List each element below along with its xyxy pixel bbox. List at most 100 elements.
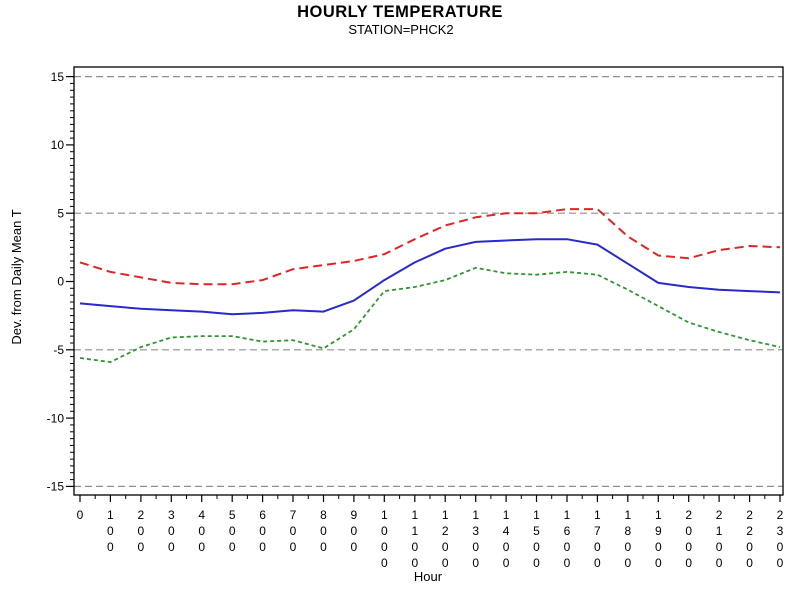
x-tick-label-2000: 2 — [685, 508, 692, 522]
x-tick-label-1900: 0 — [655, 556, 662, 570]
x-tick-label-1400: 4 — [503, 524, 510, 538]
y-tick-label-0: 0 — [57, 275, 64, 289]
x-tick-label-900: 0 — [351, 524, 358, 538]
x-tick-label-300: 0 — [168, 540, 175, 554]
x-tick-label-0: 0 — [77, 508, 84, 522]
x-tick-label-1800: 8 — [624, 524, 631, 538]
x-tick-label-1200: 0 — [442, 540, 449, 554]
x-tick-label-1100: 1 — [411, 524, 418, 538]
series-mean-deviation — [79, 238, 781, 316]
x-tick-label-1600: 0 — [564, 540, 571, 554]
x-tick-label-2200: 2 — [746, 524, 753, 538]
x-tick-label-200: 2 — [138, 508, 145, 522]
y-tick-label--5: -5 — [53, 343, 64, 357]
x-tick-label-1700: 0 — [594, 556, 601, 570]
y-tick-label-15: 15 — [51, 70, 65, 84]
x-tick-label-1300: 0 — [472, 556, 479, 570]
chart-subtitle: STATION=PHCK2 — [348, 22, 453, 37]
x-tick-label-800: 0 — [320, 524, 327, 538]
x-tick-label-1100: 0 — [411, 556, 418, 570]
x-tick-label-1600: 1 — [564, 508, 571, 522]
x-tick-label-2000: 0 — [685, 540, 692, 554]
x-tick-label-2200: 2 — [746, 508, 753, 522]
x-tick-label-100: 1 — [107, 508, 114, 522]
x-tick-label-1300: 0 — [472, 540, 479, 554]
x-tick-label-1800: 0 — [624, 556, 631, 570]
x-tick-label-100: 0 — [107, 540, 114, 554]
x-tick-label-200: 0 — [138, 540, 145, 554]
x-tick-label-2100: 0 — [716, 556, 723, 570]
x-tick-label-1300: 1 — [472, 508, 479, 522]
x-tick-label-400: 0 — [198, 524, 205, 538]
x-tick-label-1700: 0 — [594, 540, 601, 554]
x-tick-label-2200: 0 — [746, 556, 753, 570]
series-upper-deviation — [79, 208, 781, 286]
x-tick-label-600: 6 — [259, 508, 266, 522]
x-tick-label-700: 0 — [290, 540, 297, 554]
x-tick-label-2300: 2 — [777, 508, 784, 522]
x-tick-label-1700: 1 — [594, 508, 601, 522]
x-tick-label-700: 0 — [290, 524, 297, 538]
x-tick-label-300: 0 — [168, 524, 175, 538]
x-tick-label-400: 4 — [198, 508, 205, 522]
y-tick-label--15: -15 — [47, 480, 65, 494]
x-tick-label-2000: 0 — [685, 524, 692, 538]
chart-title: HOURLY TEMPERATURE — [297, 3, 503, 21]
x-tick-label-2100: 1 — [716, 524, 723, 538]
x-tick-label-1000: 0 — [381, 556, 388, 570]
reference-gridlines — [74, 75, 783, 487]
x-tick-label-1400: 0 — [503, 556, 510, 570]
x-tick-label-1500: 0 — [533, 556, 540, 570]
series-lower-deviation — [79, 266, 781, 364]
x-axis-label: Hour — [414, 569, 443, 584]
x-tick-label-1900: 0 — [655, 540, 662, 554]
x-tick-label-400: 0 — [198, 540, 205, 554]
x-tick-label-1300: 3 — [472, 524, 479, 538]
x-tick-label-500: 0 — [229, 524, 236, 538]
x-tick-label-800: 0 — [320, 540, 327, 554]
x-tick-label-1100: 1 — [411, 508, 418, 522]
x-tick-label-1200: 0 — [442, 556, 449, 570]
x-tick-label-1800: 1 — [624, 508, 631, 522]
x-tick-label-1000: 1 — [381, 508, 388, 522]
x-tick-label-1600: 0 — [564, 556, 571, 570]
x-tick-label-800: 8 — [320, 508, 327, 522]
x-tick-label-1400: 1 — [503, 508, 510, 522]
x-tick-label-900: 0 — [351, 540, 358, 554]
x-tick-label-600: 0 — [259, 540, 266, 554]
x-tick-label-200: 0 — [138, 524, 145, 538]
x-tick-label-1800: 0 — [624, 540, 631, 554]
x-tick-label-1200: 2 — [442, 524, 449, 538]
x-tick-label-2200: 0 — [746, 540, 753, 554]
plot-frame — [73, 66, 784, 496]
x-tick-label-1900: 9 — [655, 524, 662, 538]
x-tick-label-1700: 7 — [594, 524, 601, 538]
x-tick-label-2300: 0 — [777, 540, 784, 554]
x-tick-label-2100: 0 — [716, 540, 723, 554]
y-tick-label-10: 10 — [51, 138, 65, 152]
x-tick-label-1400: 0 — [503, 540, 510, 554]
x-tick-label-900: 9 — [351, 508, 358, 522]
x-tick-label-1100: 0 — [411, 540, 418, 554]
x-tick-label-600: 0 — [259, 524, 266, 538]
y-tick-label-5: 5 — [57, 206, 64, 220]
x-tick-label-2000: 0 — [685, 556, 692, 570]
x-tick-label-500: 5 — [229, 508, 236, 522]
y-tick-label--10: -10 — [47, 411, 65, 425]
y-axis-label: Dev. from Daily Mean T — [9, 209, 24, 344]
x-tick-label-2100: 2 — [716, 508, 723, 522]
x-tick-label-100: 0 — [107, 524, 114, 538]
data-series-layer — [79, 208, 781, 364]
x-tick-label-1000: 0 — [381, 524, 388, 538]
x-tick-label-300: 3 — [168, 508, 175, 522]
x-tick-label-1500: 0 — [533, 540, 540, 554]
x-tick-label-500: 0 — [229, 540, 236, 554]
x-tick-label-2300: 3 — [777, 524, 784, 538]
x-tick-label-1500: 1 — [533, 508, 540, 522]
x-tick-label-1500: 5 — [533, 524, 540, 538]
x-tick-label-1200: 1 — [442, 508, 449, 522]
axis-ticks-layer — [66, 75, 781, 502]
